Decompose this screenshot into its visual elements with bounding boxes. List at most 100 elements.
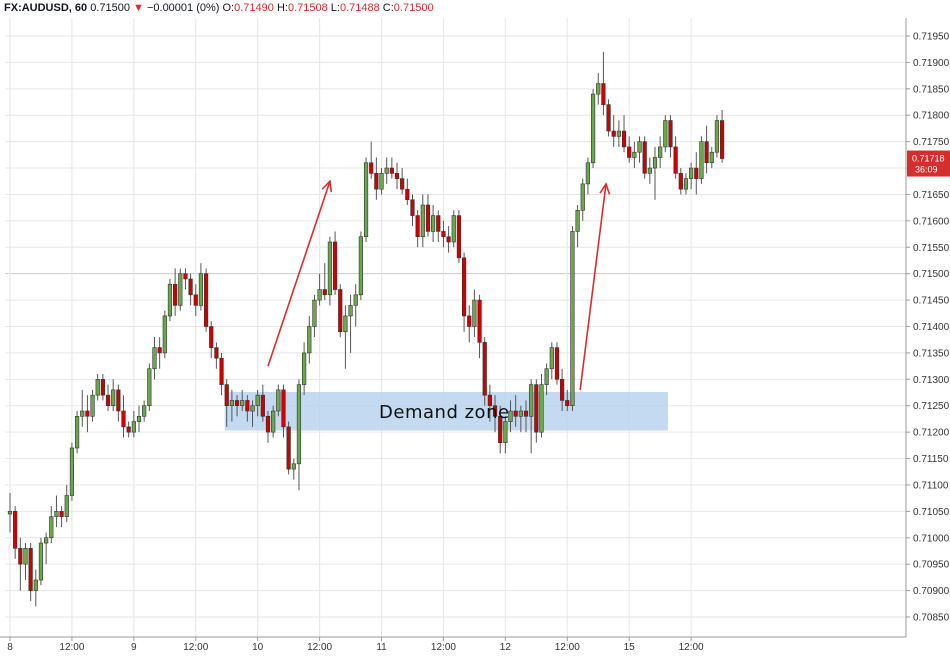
bear-candle-body (467, 315, 472, 327)
chart-header: FX:AUDUSD, 60 0.71500 ▼ −0.00001 (0%) O:… (4, 2, 434, 14)
x-grid (9, 18, 692, 637)
bull-candle-body (353, 294, 358, 306)
bear-candle-body (188, 278, 193, 296)
bear-candle-body (173, 283, 178, 306)
candle (518, 405, 523, 433)
trend-arrow (579, 182, 611, 390)
candle (508, 400, 513, 433)
candle (332, 231, 338, 295)
y-tick-label: 0.70900 (913, 586, 950, 597)
candle (13, 506, 18, 559)
candle (214, 342, 219, 369)
y-axis-labels: 0.71950 0.71900 0.71850 0.71800 0.71750 0.717… (906, 32, 950, 624)
bull-candle-body (663, 120, 668, 148)
candle (374, 157, 379, 200)
candle (410, 194, 415, 227)
down-triangle-icon: ▼ (133, 2, 144, 14)
bull-candle-body (312, 299, 317, 327)
y-tick-label: 0.71600 (913, 216, 950, 227)
candle (534, 379, 539, 443)
bull-candle-body (714, 120, 720, 153)
open-value: 0.71490 (234, 2, 274, 14)
bear-candle-body (193, 294, 198, 306)
bear-candle-body (214, 347, 219, 359)
candle (363, 157, 369, 242)
bear-candle-body (183, 273, 188, 280)
candle (209, 321, 214, 359)
candle (111, 379, 116, 412)
candle (446, 226, 451, 253)
candle (580, 178, 585, 221)
arrow-shaft (579, 183, 607, 390)
bull-candle-body (652, 157, 658, 169)
bull-candle-body (147, 368, 152, 407)
bear-candle-body (627, 146, 632, 158)
bear-candle-body (513, 410, 518, 417)
candle (467, 305, 472, 343)
arrow-shaft (267, 180, 331, 367)
candle (689, 162, 694, 190)
candle (157, 337, 162, 369)
candle (338, 284, 343, 338)
y-tick-label: 0.71400 (913, 322, 950, 333)
y-tick-label: 0.71300 (913, 375, 950, 386)
candle (100, 374, 105, 401)
bear-candle-body (704, 141, 709, 164)
candle (90, 389, 95, 422)
bull-candle-body (358, 236, 363, 296)
last-price: 0.71500 (90, 2, 130, 14)
bear-candle-body (157, 347, 162, 354)
y-tick-label: 0.71900 (913, 58, 950, 69)
bull-candle-body (585, 162, 591, 185)
bull-candle-body (69, 447, 75, 496)
bull-candle-body (271, 410, 276, 433)
candle (663, 115, 668, 153)
bear-candle-body (234, 400, 240, 407)
candle (198, 263, 204, 311)
x-tick-label: 12 (500, 642, 512, 653)
bear-candle-body (487, 394, 492, 407)
candle (415, 210, 420, 248)
candle (714, 115, 720, 158)
bear-candle-body (415, 215, 420, 238)
bull-candle-body (255, 394, 260, 407)
candle (384, 157, 389, 184)
candle (436, 210, 441, 242)
candle (64, 484, 69, 522)
candle (296, 379, 302, 491)
bear-candle-body (28, 548, 33, 591)
bear-candle-body (694, 167, 699, 179)
bull-candle-body (296, 384, 302, 465)
bear-candle-body (441, 231, 446, 238)
arrow-head (599, 182, 611, 195)
candle (188, 273, 193, 306)
bear-candle-body (245, 400, 250, 412)
bear-candle-body (121, 410, 126, 428)
candle (136, 405, 142, 433)
bear-candle-body (678, 173, 683, 190)
symbol-label: FX:AUDUSD, 60 (4, 2, 88, 14)
candle (678, 168, 683, 195)
price-tag-box (907, 150, 950, 177)
candle (105, 384, 111, 412)
bear-candle-body (565, 400, 570, 407)
candle (394, 162, 400, 190)
candle (487, 384, 492, 422)
candle (529, 379, 534, 454)
y-tick-label: 0.70850 (913, 613, 950, 624)
candle (549, 342, 554, 380)
y-tick-label: 0.71000 (913, 533, 950, 544)
x-tick-label: 11 (376, 642, 387, 653)
bull-candle-body (343, 315, 348, 333)
bull-candle-body (44, 537, 49, 544)
bull-candle-body (291, 463, 296, 470)
y-tick-label: 0.70950 (913, 560, 950, 571)
candle (472, 289, 477, 338)
candle (420, 194, 425, 248)
bear-candle-body (100, 379, 105, 396)
candle (498, 405, 503, 454)
candle (54, 495, 59, 528)
x-axis-labels: 8 12:00 9 12:00 10 12:00 11 12:00 12 12:00 15 12:00 (7, 637, 704, 653)
candle (33, 569, 38, 607)
bull-candle-body (49, 516, 54, 539)
